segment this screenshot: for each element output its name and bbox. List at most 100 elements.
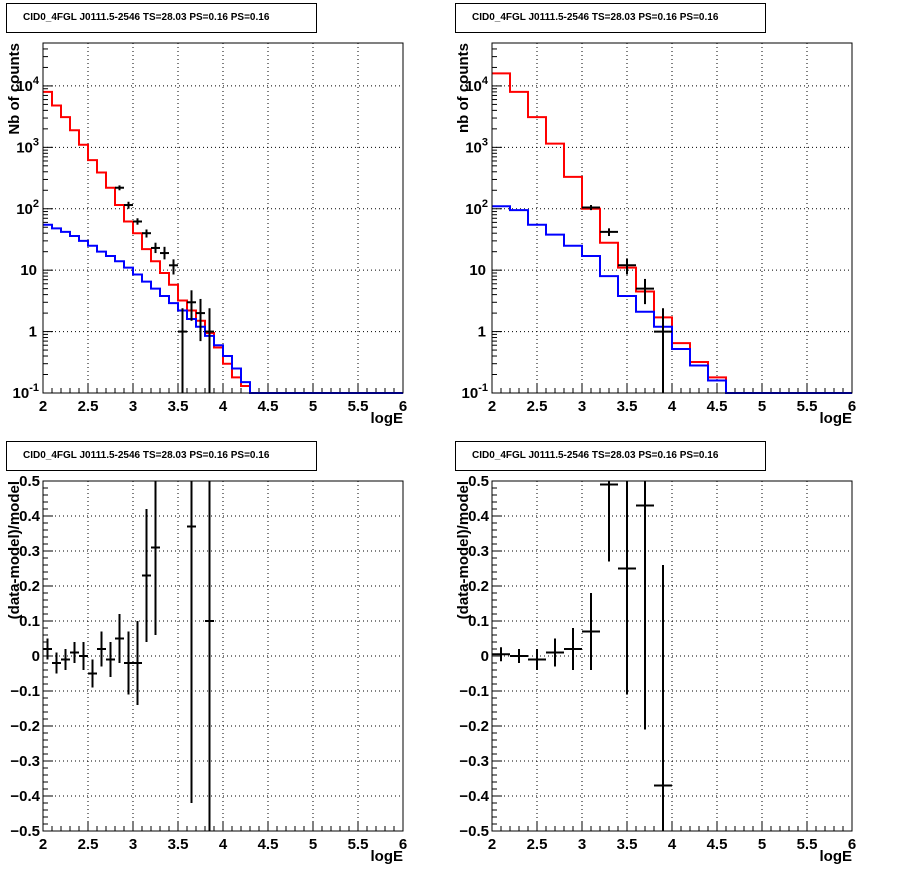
- data-point: [142, 229, 151, 238]
- y-tick-label: 103: [465, 136, 488, 156]
- y-axis-title: (data-model)/model: [6, 481, 23, 619]
- y-tick-label: −0.3: [459, 753, 489, 770]
- y-tick-label: 1: [29, 324, 37, 341]
- data-point: [582, 593, 600, 670]
- x-tick-label: 5: [309, 398, 317, 415]
- data-point: [142, 509, 151, 642]
- chart-panel-1: 2 2.5 3 3.5 4 4.5 5 5.5 610-1110102103104logEnb …: [455, 42, 856, 427]
- x-tick-label: 3: [578, 836, 586, 853]
- data-point: [124, 201, 133, 209]
- x-tick-label: 2: [39, 398, 47, 415]
- y-tick-label: 102: [465, 198, 488, 218]
- y-tick-label: 0.2: [19, 578, 40, 595]
- data-point: [52, 652, 61, 674]
- x-axis-title: logE: [820, 410, 853, 427]
- y-tick-label: −0.2: [10, 718, 40, 735]
- x-tick-label: 3: [129, 398, 137, 415]
- x-tick-label: 3.5: [168, 398, 189, 415]
- x-tick-label: 3.5: [617, 836, 638, 853]
- data-point: [70, 642, 79, 663]
- y-tick-label: 0.1: [468, 613, 489, 630]
- data-point: [618, 258, 636, 275]
- x-tick-label: 2.5: [527, 836, 548, 853]
- data-point: [124, 631, 133, 695]
- x-tick-label: 2.5: [527, 398, 548, 415]
- x-tick-label: 5.5: [348, 836, 369, 853]
- data-point: [187, 481, 196, 803]
- plot-frame: [491, 480, 853, 832]
- chart-title-top-left: CID0_4FGL J0111.5-2546 TS=28.03 PS=0.16 …: [6, 3, 317, 33]
- x-tick-label: 5: [758, 836, 766, 853]
- plot-frame: [491, 42, 853, 394]
- data-point: [636, 481, 654, 730]
- y-tick-label: 0.5: [19, 473, 40, 490]
- y-tick-label: −0.1: [10, 683, 40, 700]
- data-point: [151, 242, 160, 254]
- x-tick-label: 4.5: [258, 836, 279, 853]
- data-point: [169, 259, 178, 275]
- x-axis-title: logE: [820, 848, 853, 865]
- y-tick-label: 10: [469, 262, 486, 279]
- data-point: [97, 631, 106, 667]
- x-tick-label: 6: [848, 836, 856, 853]
- y-tick-label: 0.4: [468, 508, 490, 525]
- x-tick-label: 4: [668, 836, 677, 853]
- data-point: [79, 642, 88, 670]
- chart-title-top-right: CID0_4FGL J0111.5-2546 TS=28.03 PS=0.16 …: [455, 3, 766, 33]
- x-tick-label: 6: [399, 398, 407, 415]
- x-tick-label: 5.5: [348, 398, 369, 415]
- y-tick-label: 0.3: [468, 543, 489, 560]
- data-point: [178, 308, 187, 393]
- data-point: [546, 638, 564, 667]
- x-tick-label: 2: [39, 836, 47, 853]
- plot-frame: [42, 42, 404, 394]
- x-tick-label: 3.5: [168, 836, 189, 853]
- x-tick-label: 5: [758, 398, 766, 415]
- x-tick-label: 4: [668, 398, 677, 415]
- chart-title-bottom-left: CID0_4FGL J0111.5-2546 TS=28.03 PS=0.16 …: [6, 441, 317, 471]
- y-tick-label: 10-1: [462, 382, 488, 402]
- data-point: [187, 290, 196, 321]
- x-tick-label: 6: [399, 836, 407, 853]
- x-tick-label: 3.5: [617, 398, 638, 415]
- y-tick-label: −0.3: [10, 753, 40, 770]
- x-tick-label: 3: [129, 836, 137, 853]
- x-tick-label: 6: [848, 398, 856, 415]
- data-point: [654, 565, 672, 831]
- data-point: [160, 246, 169, 260]
- plot-area: [43, 43, 403, 393]
- y-tick-label: 0: [32, 648, 40, 665]
- y-tick-label: 102: [16, 198, 39, 218]
- data-point: [151, 481, 160, 635]
- data-point: [618, 481, 636, 695]
- plot-frame: [42, 480, 404, 832]
- y-tick-label: 0: [481, 648, 489, 665]
- data-point: [564, 628, 582, 670]
- x-axis-title: logE: [371, 848, 404, 865]
- data-point: [636, 278, 654, 305]
- data-point: [510, 649, 528, 663]
- chart-panel-0: 2 2.5 3 3.5 4 4.5 5 5.5 610-1110102103104logENb …: [6, 42, 407, 427]
- data-point: [61, 649, 70, 670]
- x-tick-label: 3: [578, 398, 586, 415]
- y-tick-label: −0.2: [459, 718, 489, 735]
- x-tick-label: 2: [488, 836, 496, 853]
- y-tick-label: −0.5: [459, 823, 489, 840]
- data-point: [528, 649, 546, 670]
- y-tick-label: 0.2: [468, 578, 489, 595]
- data-point: [205, 481, 214, 831]
- y-tick-label: 10-1: [13, 382, 39, 402]
- x-tick-label: 4.5: [258, 398, 279, 415]
- data-point: [115, 614, 124, 663]
- x-tick-label: 5.5: [797, 398, 818, 415]
- data-point: [205, 308, 214, 393]
- y-tick-label: −0.1: [459, 683, 489, 700]
- y-tick-label: 0.4: [19, 508, 41, 525]
- data-point: [88, 659, 97, 688]
- y-tick-label: 0.3: [19, 543, 40, 560]
- y-axis-title: nb of counts: [455, 43, 472, 133]
- y-tick-label: 103: [16, 136, 39, 156]
- data-point: [600, 481, 618, 562]
- data-point: [492, 647, 510, 662]
